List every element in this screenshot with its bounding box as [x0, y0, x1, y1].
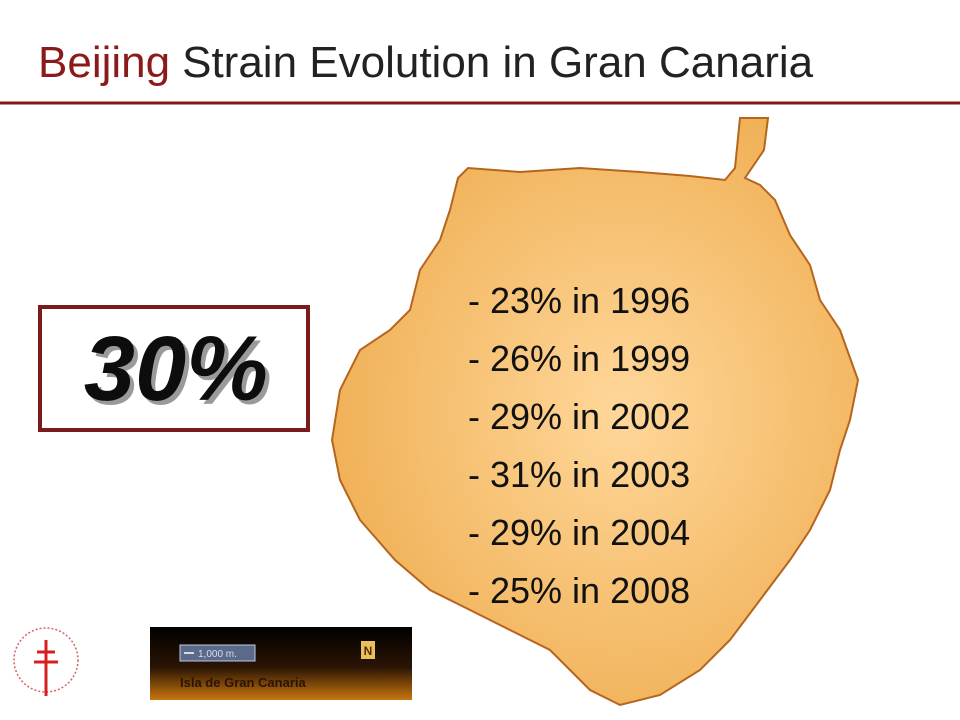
list-item: - 23% in 1996 — [468, 280, 690, 321]
title-highlight: Beijing — [38, 38, 170, 87]
title-rest: Strain Evolution in Gran Canaria — [182, 38, 814, 87]
island-map — [330, 117, 860, 707]
list-item: - 26% in 1999 — [468, 338, 690, 379]
north-box — [361, 641, 375, 659]
list-item: - 31% in 2003 — [468, 454, 690, 495]
list-item: - 29% in 2004 — [468, 512, 690, 553]
year-list: - 23% in 1996 - 26% in 1999 - 29% in 2002 -… — [468, 280, 690, 611]
scale-bar — [179, 644, 256, 662]
logo — [13, 627, 79, 696]
slide-title: Beijing Strain Evolution in Gran Canaria — [38, 38, 814, 87]
callout-box — [38, 305, 310, 432]
map-legend — [150, 627, 412, 700]
callout-value: 30% — [84, 318, 268, 420]
list-item: - 29% in 2002 — [468, 396, 690, 437]
north-label: N — [364, 644, 373, 658]
list-item: - 25% in 2008 — [468, 570, 690, 611]
scale-label: 1,000 m. — [198, 649, 237, 660]
map-caption: Isla de Gran Canaria — [180, 675, 306, 690]
